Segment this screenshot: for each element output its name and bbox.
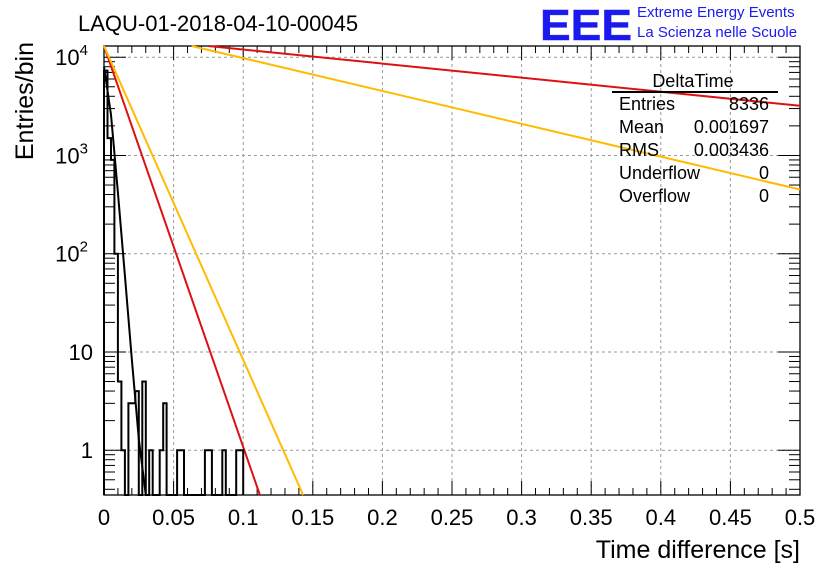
stats-label: Entries [619, 94, 675, 114]
histogram [103, 69, 245, 496]
stats-value: 0 [759, 186, 769, 206]
stats-label: Mean [619, 117, 664, 137]
x-tick-label: 0.3 [506, 505, 537, 530]
stats-value: 0.001697 [694, 117, 769, 137]
x-tick-label: 0.15 [291, 505, 334, 530]
chart-title: LAQU-01-2018-04-10-00045 [78, 11, 358, 36]
fit-curve-2 [103, 45, 261, 496]
y-tick-label: 103 [55, 140, 88, 168]
stats-value: 8336 [729, 94, 769, 114]
axis-ticks [103, 46, 801, 495]
fit-curve-3 [103, 45, 305, 496]
logo-line-1: Extreme Energy Events [637, 4, 795, 21]
stats-box-title: DeltaTime [652, 71, 733, 91]
stats-value: 0 [759, 163, 769, 183]
stats-label: Overflow [619, 186, 691, 206]
stats-value: 0.003436 [694, 140, 769, 160]
stats-label: Underflow [619, 163, 701, 183]
y-tick-label: 102 [55, 239, 88, 267]
x-tick-label: 0.2 [367, 505, 398, 530]
stats-box: DeltaTime Entries 8336 Mean 0.001697 RMS 0.00… [612, 71, 778, 206]
y-tick-labels: 1 10 102 103 104 [55, 42, 93, 463]
fit-curve-5 [191, 45, 801, 191]
y-tick-label: 1 [81, 438, 93, 463]
x-tick-label: 0.45 [709, 505, 752, 530]
grid [104, 46, 800, 495]
x-tick-labels: 0 0.05 0.1 0.15 0.2 0.25 0.3 0.35 0.4 0.45 0.5 [98, 505, 815, 530]
histogram-outline [103, 69, 245, 496]
eee-logo: EEE [540, 1, 632, 50]
x-tick-label: 0.05 [152, 505, 195, 530]
logo-line-2: La Scienza nelle Scuole [637, 24, 797, 41]
x-tick-label: 0.4 [646, 505, 677, 530]
y-tick-label: 104 [55, 42, 88, 70]
x-tick-label: 0 [98, 505, 110, 530]
y-axis-label: Entries/bin [11, 42, 39, 160]
y-tick-label: 10 [69, 340, 93, 365]
stats-label: RMS [619, 140, 659, 160]
stats-rows: Entries 8336 Mean 0.001697 RMS 0.003436 Underf… [619, 94, 769, 206]
x-tick-label: 0.5 [785, 505, 816, 530]
x-axis-label: Time difference [s] [596, 536, 800, 564]
x-tick-label: 0.1 [228, 505, 259, 530]
x-tick-label: 0.25 [431, 505, 474, 530]
x-tick-label: 0.35 [570, 505, 613, 530]
fit-curve-4 [208, 45, 801, 107]
